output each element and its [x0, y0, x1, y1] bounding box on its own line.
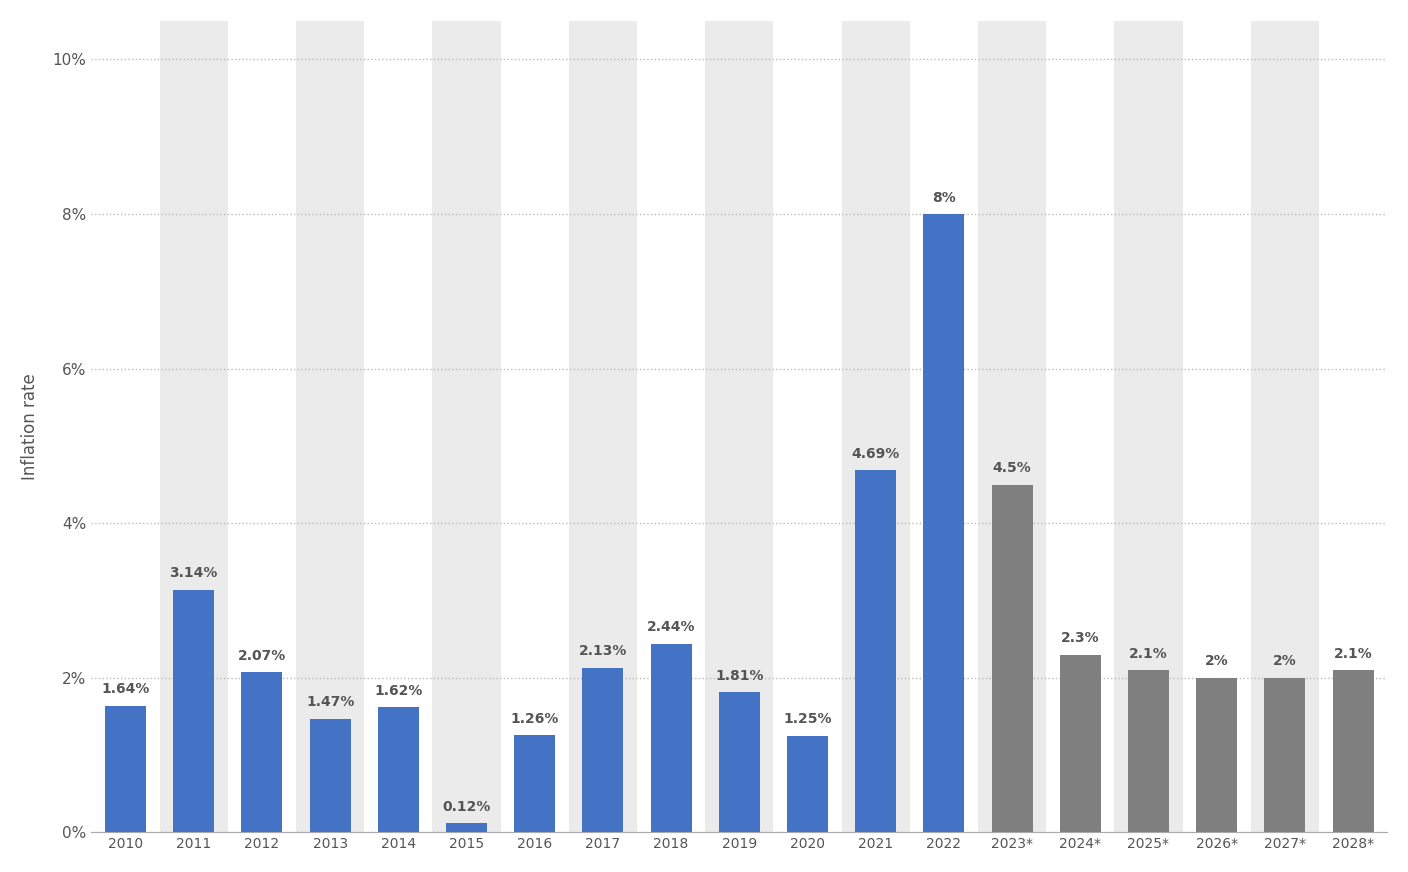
Bar [296, 21, 365, 832]
Bar [842, 21, 910, 832]
Y-axis label: Inflation rate: Inflation rate [21, 373, 39, 480]
Bar [242, 672, 283, 832]
Text: 4.5%: 4.5% [993, 461, 1032, 475]
Text: 2.07%: 2.07% [238, 649, 286, 663]
Bar [432, 21, 501, 832]
Bar [583, 668, 624, 832]
Text: 2.3%: 2.3% [1062, 631, 1100, 645]
Text: 3.14%: 3.14% [169, 566, 218, 581]
Text: 1.47%: 1.47% [306, 696, 355, 710]
Bar [173, 589, 214, 832]
Bar [1264, 678, 1305, 832]
Bar [377, 707, 418, 832]
Bar [855, 470, 895, 832]
Bar [310, 719, 351, 832]
Text: 8%: 8% [932, 191, 956, 205]
Text: 2%: 2% [1273, 655, 1297, 669]
Bar [569, 21, 636, 832]
Bar [991, 485, 1032, 832]
Text: 1.81%: 1.81% [715, 669, 763, 683]
Text: 1.25%: 1.25% [783, 712, 832, 726]
Text: 1.26%: 1.26% [511, 712, 559, 726]
Bar [1128, 670, 1169, 832]
Text: 2.1%: 2.1% [1333, 647, 1373, 661]
Bar [1114, 21, 1183, 832]
Bar [1197, 678, 1238, 832]
Bar [979, 21, 1046, 832]
Bar [159, 21, 228, 832]
Bar [1332, 670, 1374, 832]
Text: 1.64%: 1.64% [101, 682, 149, 696]
Text: 1.62%: 1.62% [375, 684, 422, 698]
Bar [719, 692, 760, 832]
Text: 2.1%: 2.1% [1129, 647, 1167, 661]
Bar [924, 214, 964, 832]
Text: 4.69%: 4.69% [852, 446, 900, 460]
Bar [1060, 655, 1101, 832]
Bar [1250, 21, 1319, 832]
Text: 2%: 2% [1205, 655, 1229, 669]
Text: 0.12%: 0.12% [442, 800, 491, 814]
Bar [514, 735, 555, 832]
Text: 2.44%: 2.44% [646, 621, 696, 635]
Bar [106, 705, 146, 832]
Text: 2.13%: 2.13% [579, 644, 627, 658]
Bar [787, 736, 828, 832]
Bar [446, 823, 487, 832]
Bar [650, 644, 691, 832]
Bar [705, 21, 773, 832]
